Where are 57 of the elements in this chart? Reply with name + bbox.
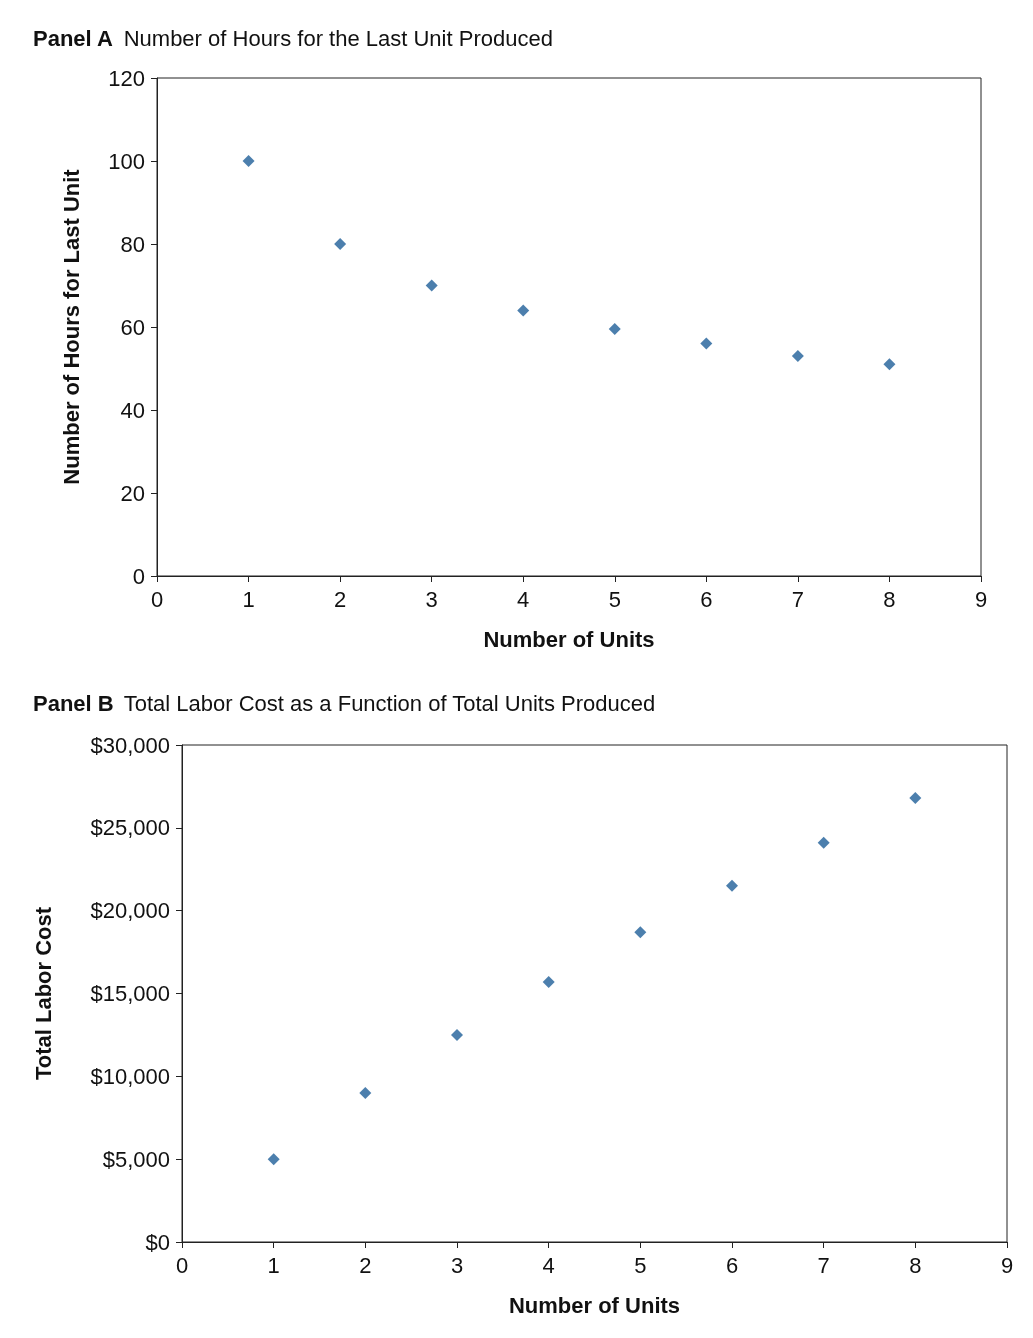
y-tick-label: $30,000	[90, 732, 170, 758]
x-tick-label: 5	[608, 586, 621, 612]
x-tick-label: 1	[267, 1252, 280, 1278]
y-tick-label: $25,000	[90, 815, 170, 841]
y-tick-label: $10,000	[90, 1063, 170, 1089]
x-tick-label: 3	[450, 1252, 464, 1278]
x-tick-label: 5	[634, 1252, 647, 1278]
y-tick-label: 40	[120, 397, 145, 423]
x-tick-label: 4	[542, 1252, 555, 1278]
x-tick-label: 8	[883, 586, 896, 612]
chart-title: Panel B	[33, 690, 114, 716]
x-tick-label: 2	[333, 586, 347, 612]
y-tick-label: $15,000	[90, 981, 170, 1006]
chart-subtitle: Total Labor Cost as a Function of Total Units Produced	[123, 690, 656, 716]
x-tick-label: 2	[359, 1252, 372, 1278]
point	[817, 836, 830, 849]
y-tick-label: 0	[132, 563, 145, 589]
x-tick-label: 3	[425, 586, 438, 612]
y-tick-label: $20,000	[90, 898, 170, 924]
x-tick-label: 7	[791, 586, 805, 612]
x-tick-label: 7	[817, 1252, 830, 1278]
x-tick-label: 6	[700, 586, 713, 612]
x-tick-label: 6	[725, 1252, 739, 1278]
x-tick-label: 1	[242, 586, 255, 612]
x-tick-label: 8	[909, 1252, 922, 1278]
y-axis-title: Number of Hours for Last Unit	[58, 168, 84, 485]
x-axis-title: Number of Units	[508, 1292, 681, 1318]
x-tick-label: 9	[974, 586, 988, 612]
point	[726, 879, 738, 892]
y-tick-label: 60	[120, 314, 145, 340]
point	[542, 975, 555, 988]
point	[517, 304, 530, 317]
point	[791, 350, 804, 363]
chart-title: Panel A	[33, 25, 113, 51]
x-tick-label: 9	[1000, 1252, 1014, 1278]
y-tick-label: $0	[145, 1229, 170, 1255]
point	[242, 155, 255, 167]
x-tick-label: 0	[175, 1252, 189, 1278]
point	[267, 1153, 280, 1166]
y-tick-label: 120	[108, 65, 145, 91]
point	[451, 1028, 463, 1041]
point	[359, 1086, 372, 1099]
y-tick-label: 80	[120, 231, 145, 257]
y-tick-label: 100	[108, 148, 145, 174]
point	[425, 279, 438, 292]
x-tick-label: 4	[517, 586, 530, 612]
point	[883, 358, 896, 371]
point	[700, 337, 713, 350]
point	[634, 926, 647, 939]
chart-subtitle: Number of Hours for the Last Unit Produced	[123, 25, 553, 51]
x-axis-title: Number of Units	[483, 626, 655, 652]
point	[909, 792, 922, 805]
point	[608, 323, 621, 336]
y-tick-label: $5,000	[102, 1146, 170, 1172]
point	[334, 238, 347, 250]
y-tick-label: 20	[120, 480, 145, 506]
y-axis-title: Total Labor Cost	[30, 906, 56, 1081]
